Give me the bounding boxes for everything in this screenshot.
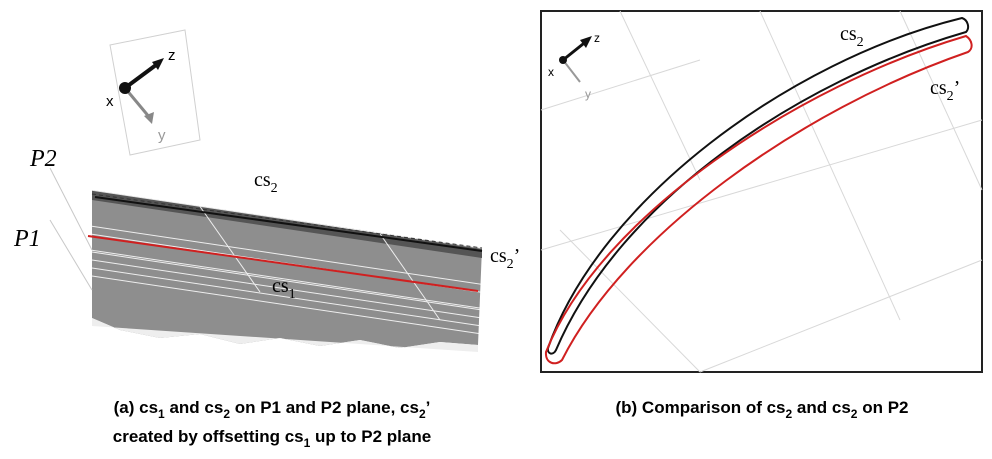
subscript: 2 [851, 407, 858, 421]
text-segment: up to P2 plane [310, 427, 431, 446]
subscript: 2 [507, 257, 514, 272]
axis-label-y: y [158, 127, 166, 144]
axis-label-y-b: y [585, 87, 591, 101]
text-segment: on P2 [857, 398, 908, 417]
axis-label-x-b: x [548, 65, 554, 79]
axis-triad-b [559, 36, 592, 83]
cs2-curve [94, 196, 483, 252]
blade-cs2-offset [544, 34, 973, 365]
text-segment: ’ [514, 245, 521, 267]
axis-label-z-b: z [594, 31, 600, 45]
text-segment: (b) Comparison of cs [616, 398, 786, 417]
label-cs2: cs2 [254, 169, 278, 196]
caption-a-line-2: created by offsetting cs1 up to P2 plane [113, 427, 431, 450]
text-segment: cs [930, 77, 947, 99]
subscript: 2 [223, 407, 230, 421]
axis-label-x: x [106, 93, 114, 110]
label-cs2-offset-b: cs2’ [930, 77, 960, 104]
text-segment: and cs [792, 398, 851, 417]
axis-label-z: z [168, 47, 176, 64]
label-cs2-offset: cs2’ [490, 245, 520, 272]
subscript: 2 [419, 407, 426, 421]
caption-b: (b) Comparison of cs2 and cs2 on P2 [616, 398, 909, 421]
subscript: 2 [857, 35, 864, 50]
text-segment: ’ [426, 398, 431, 417]
text-segment: cs [490, 245, 507, 267]
subscript: 2 [271, 181, 278, 196]
panel-b-frame [540, 10, 983, 373]
label-cs2-b: cs2 [840, 23, 864, 50]
grid-b [540, 10, 983, 373]
text-segment: cs [840, 23, 857, 45]
axis-triad-a [109, 29, 201, 156]
subscript: 2 [786, 407, 793, 421]
caption-a-line-1: (a) cs1 and cs2 on P1 and P2 plane, cs2’ [114, 398, 431, 421]
subscript: 1 [289, 287, 296, 302]
text-segment: cs [254, 169, 271, 191]
text-segment: and cs [165, 398, 224, 417]
subscript: 1 [158, 407, 165, 421]
text-segment: on P1 and P2 plane, cs [230, 398, 419, 417]
surface [92, 190, 482, 352]
text-segment: (a) cs [114, 398, 158, 417]
label-cs1: cs1 [272, 275, 296, 302]
subscript: 1 [304, 436, 311, 450]
text-segment: ’ [954, 77, 961, 99]
cs1-curve [87, 235, 479, 292]
text-segment: created by offsetting cs [113, 427, 304, 446]
blade-cs2 [546, 16, 970, 355]
cs2-offset-curve [91, 193, 483, 249]
text-segment: cs [272, 275, 289, 297]
plane-label-p2: P2 [29, 146, 57, 172]
plane-outline [49, 167, 93, 291]
plane-label-p1: P1 [13, 226, 41, 252]
subscript: 2 [947, 89, 954, 104]
